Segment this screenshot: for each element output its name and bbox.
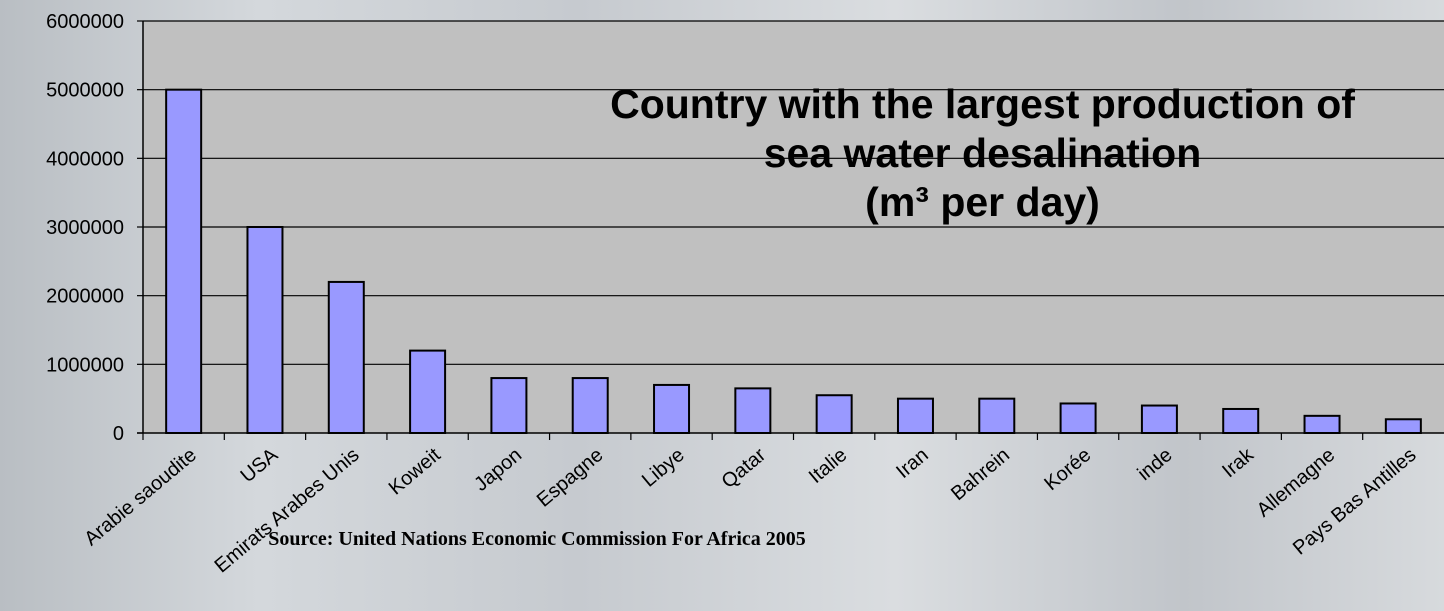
x-tick-label: inde (1134, 444, 1177, 485)
x-tick-label: Korée (1040, 444, 1095, 495)
bar (1384, 418, 1422, 434)
y-tick-label: 5000000 (46, 80, 124, 102)
y-tick-label: 0 (113, 423, 124, 445)
bar (490, 377, 528, 435)
bar (165, 88, 203, 435)
chart-title-line-1: Country with the largest production of (610, 81, 1355, 127)
bar (1222, 407, 1260, 435)
bar (896, 397, 934, 434)
x-tick-label: Koweit (385, 444, 445, 500)
x-tick-label: Japon (470, 444, 526, 496)
x-tick-label: Qatar (718, 444, 771, 493)
x-tick-label: Libye (638, 444, 689, 492)
x-tick-label: Bahrein (947, 444, 1014, 505)
x-tick-label: USA (237, 444, 283, 488)
bar (1059, 402, 1097, 434)
bar (1303, 414, 1341, 435)
y-tick-label: 2000000 (46, 286, 124, 308)
chart-title-line-3: (m³ per day) (865, 179, 1100, 225)
y-tick-label: 1000000 (46, 354, 124, 376)
bar (409, 349, 447, 435)
bar (246, 226, 284, 434)
bar (571, 377, 609, 435)
source-text: Source: United Nations Economic Commissi… (268, 528, 806, 550)
x-tick-label: Espagne (533, 444, 608, 512)
x-tick-label: Allemagne (1253, 444, 1340, 522)
y-tick-label: 6000000 (46, 11, 124, 33)
bar (734, 387, 772, 435)
y-tick-label: 4000000 (46, 148, 124, 170)
x-tick-label: Irak (1218, 443, 1258, 482)
chart-title: Country with the largest production of s… (520, 80, 1444, 227)
y-tick-label: 3000000 (46, 217, 124, 239)
bar (978, 397, 1016, 434)
x-tick-label: Iran (892, 444, 933, 483)
x-tick-label: Emirats Arabes Unis (211, 444, 364, 577)
source-note: Source: United Nations Economic Commissi… (0, 528, 1444, 551)
bar (1140, 404, 1178, 434)
bar (653, 383, 691, 434)
chart-title-line-2: sea water desalination (763, 130, 1202, 176)
bar (815, 394, 853, 435)
bar (327, 280, 365, 434)
x-tick-label: Italie (805, 444, 852, 488)
